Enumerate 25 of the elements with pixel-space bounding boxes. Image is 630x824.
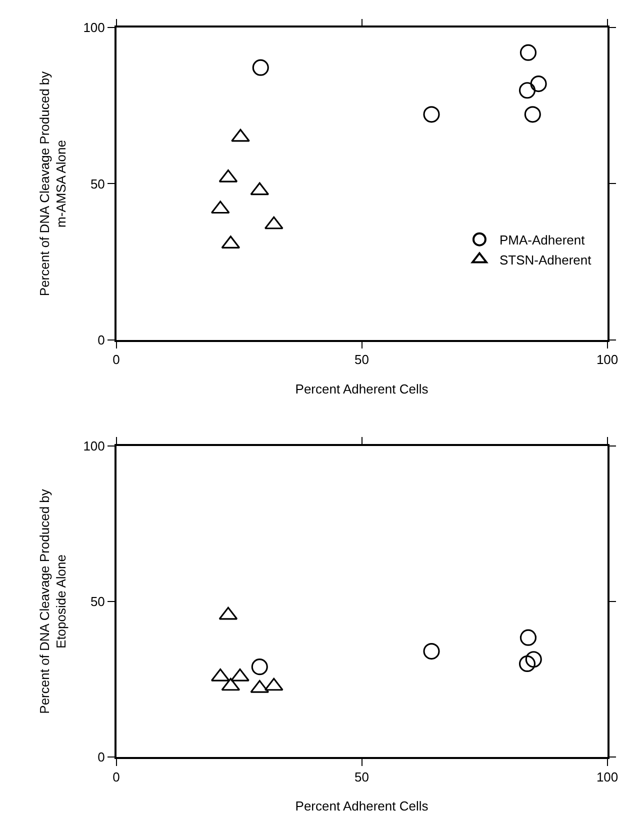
point xyxy=(524,106,541,123)
point xyxy=(252,59,269,76)
y-tick-label: 50 xyxy=(90,594,105,610)
point xyxy=(423,106,440,123)
y-tick-label: 50 xyxy=(90,176,105,192)
point xyxy=(530,76,547,92)
y-tick-label: 100 xyxy=(83,438,105,454)
y-tick-label: 100 xyxy=(83,20,105,36)
x-tick-label: 100 xyxy=(596,769,618,784)
point xyxy=(518,82,536,99)
x-tick-label: 0 xyxy=(112,352,120,368)
y-axis-title: Percent of DNA Cleavage Produced by Etoposide Alone xyxy=(36,488,69,714)
point xyxy=(520,44,537,61)
y-tick-label: 0 xyxy=(98,750,105,765)
x-tick-label: 0 xyxy=(112,769,120,784)
x-axis-title: Percent Adherent Cells xyxy=(295,381,429,396)
x-tick-label: 50 xyxy=(354,769,370,784)
legend-label: PMA-Adherent xyxy=(499,232,586,248)
x-tick-label: 100 xyxy=(596,352,618,368)
y-axis-title: Percent of DNA Cleavage Produced by m-AMSA Alone xyxy=(36,70,69,296)
x-axis-title: Percent Adherent Cells xyxy=(295,798,429,814)
y-tick-label: 0 xyxy=(98,332,105,348)
legend-label: STSN-Adherent xyxy=(499,252,592,268)
x-tick-label: 50 xyxy=(354,352,370,368)
point xyxy=(231,128,250,142)
